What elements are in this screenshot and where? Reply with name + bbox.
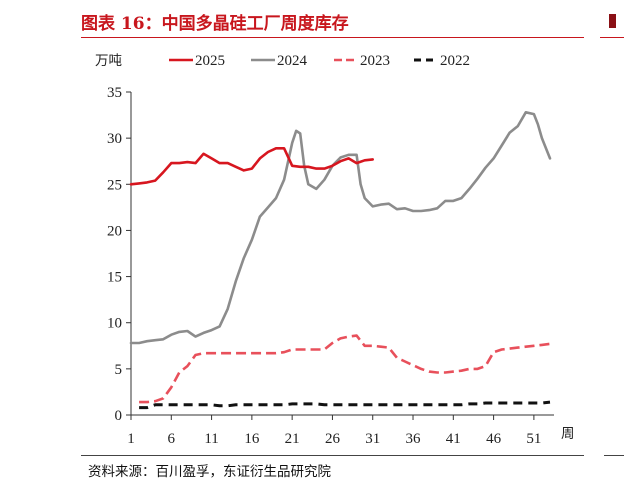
source-divider <box>81 455 584 456</box>
x-tick-label: 36 <box>406 431 422 447</box>
series-layer <box>129 111 552 410</box>
y-tick-label: 35 <box>107 85 122 101</box>
chart-title: 图表 16：中国多晶硅工厂周度库存 <box>81 14 349 34</box>
y-tick-label: 5 <box>115 362 123 378</box>
x-axis-label: 周 <box>561 426 575 441</box>
x-tick-label: 46 <box>486 431 502 447</box>
title-underline <box>81 37 584 38</box>
series-line-2023 <box>139 334 551 404</box>
source-note: 资料来源：百川盈孚，东证衍生品研究院 <box>88 464 331 480</box>
x-tick-label: 21 <box>285 431 300 447</box>
x-tick-label: 11 <box>204 431 218 447</box>
x-tick-label: 31 <box>365 431 380 447</box>
y-tick-label: 20 <box>107 223 122 239</box>
x-tick-label: 16 <box>244 431 260 447</box>
series-line-2025 <box>129 147 374 186</box>
legend-label-2022: 2022 <box>440 53 470 69</box>
next-figure-edge-rule <box>600 37 624 38</box>
y-axis-label: 万吨 <box>95 53 122 68</box>
series-line-2022 <box>139 400 551 410</box>
y-tick-label: 30 <box>107 131 122 147</box>
x-tick-label: 1 <box>127 431 135 447</box>
y-tick-label: 25 <box>107 177 122 193</box>
y-tick-label: 15 <box>107 270 122 286</box>
legend-label-2024: 2024 <box>277 53 308 69</box>
x-tick-label: 51 <box>526 431 541 447</box>
x-tick-label: 41 <box>446 431 461 447</box>
legend: 2025 2024 2023 2022 <box>169 53 470 69</box>
x-tick-label: 26 <box>325 431 341 447</box>
x-tick-label: 6 <box>168 431 176 447</box>
legend-label-2023: 2023 <box>360 53 390 69</box>
next-figure-edge-marker <box>609 14 616 28</box>
legend-label-2025: 2025 <box>195 53 225 69</box>
y-tick-label: 0 <box>115 408 123 424</box>
series-line-2024 <box>129 111 552 345</box>
y-tick-label: 10 <box>107 316 122 332</box>
source-divider-right <box>604 455 624 456</box>
